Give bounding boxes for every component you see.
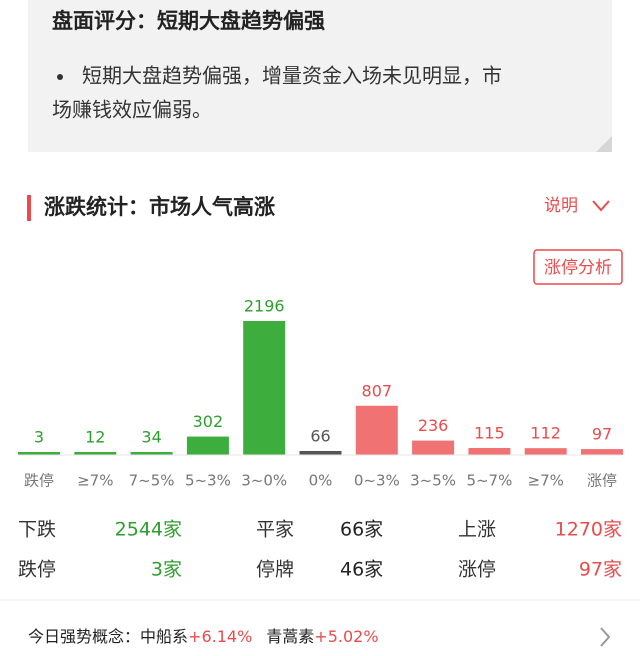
category-label: ≥7% <box>77 472 113 490</box>
value-label: 236 <box>418 416 449 435</box>
bar <box>130 452 173 455</box>
bullet-text: 场赚钱效应偏弱。 <box>52 98 212 122</box>
value-label: 34 <box>141 428 161 447</box>
bar <box>18 452 60 455</box>
category-label: 0% <box>309 472 333 490</box>
concepts-label: 今日强势概念： <box>28 627 140 646</box>
stat-value: 46家 <box>340 559 383 581</box>
card-fold <box>596 136 612 152</box>
value-label: 302 <box>193 412 224 431</box>
summary-card <box>28 0 612 152</box>
bar <box>581 449 623 455</box>
help-chevron[interactable] <box>592 200 610 212</box>
category-label: 5~7% <box>466 472 512 490</box>
value-label: 3 <box>34 428 44 447</box>
stat-value: 1270家 <box>555 519 622 541</box>
value-label: 807 <box>362 381 393 400</box>
help-link[interactable]: 说明 <box>544 196 578 216</box>
section-marker <box>27 195 31 221</box>
concept-change: +6.14% <box>188 627 252 646</box>
bullet-dot <box>57 74 63 80</box>
category-label: 3~0% <box>241 472 287 490</box>
concepts-line: 今日强势概念：中船系+6.14% 青蒿素+5.02% <box>28 627 379 646</box>
stat-value: 66家 <box>340 519 383 541</box>
concepts-chevron[interactable] <box>600 627 611 647</box>
stat-label: 下跌 <box>18 519 56 541</box>
stat-label: 涨停 <box>458 559 496 581</box>
stat-label: 停牌 <box>256 559 294 581</box>
value-label: 115 <box>474 423 505 442</box>
limit-up-button[interactable] <box>533 249 623 285</box>
category-label: ≥7% <box>528 472 564 490</box>
bar <box>74 452 117 455</box>
value-label: 12 <box>85 428 105 447</box>
concept-name[interactable]: 中船系 <box>140 627 188 646</box>
bar <box>524 448 567 455</box>
bar <box>299 450 342 455</box>
stat-value: 97家 <box>579 559 622 581</box>
stat-label: 跌停 <box>18 559 56 581</box>
category-label: 3~5% <box>410 472 456 490</box>
bar <box>355 405 398 455</box>
bar <box>412 440 455 455</box>
stat-label: 上涨 <box>458 519 496 541</box>
stat-value: 2544家 <box>115 519 182 541</box>
category-label: 5~3% <box>185 472 231 490</box>
concept-change: +5.02% <box>314 627 378 646</box>
stat-label: 平家 <box>256 519 294 541</box>
value-label: 112 <box>530 424 561 443</box>
bullet-text: 短期大盘趋势偏强，增量资金入场未见明显，市 <box>82 64 502 88</box>
bar <box>243 321 286 455</box>
section-title: 涨跌统计：市场人气高涨 <box>44 195 275 219</box>
category-label: 7~5% <box>129 472 175 490</box>
value-label: 97 <box>592 425 612 444</box>
category-label: 涨停 <box>587 472 617 490</box>
bar <box>468 447 511 455</box>
value-label: 66 <box>310 426 330 445</box>
bar <box>186 436 229 455</box>
button-label[interactable]: 涨停分析 <box>544 258 612 278</box>
concept-name[interactable]: 青蒿素 <box>266 627 314 646</box>
chart: 3 跌停 12 ≥7% 34 7~5% 302 5~3% 2196 3~0% 66 0% 807 0~3%… <box>18 297 623 490</box>
stat-value: 3家 <box>151 559 182 581</box>
category-label: 跌停 <box>24 472 54 490</box>
value-label: 2196 <box>244 297 285 316</box>
summary-title: 盘面评分：短期大盘趋势偏强 <box>52 9 325 33</box>
category-label: 0~3% <box>354 472 400 490</box>
